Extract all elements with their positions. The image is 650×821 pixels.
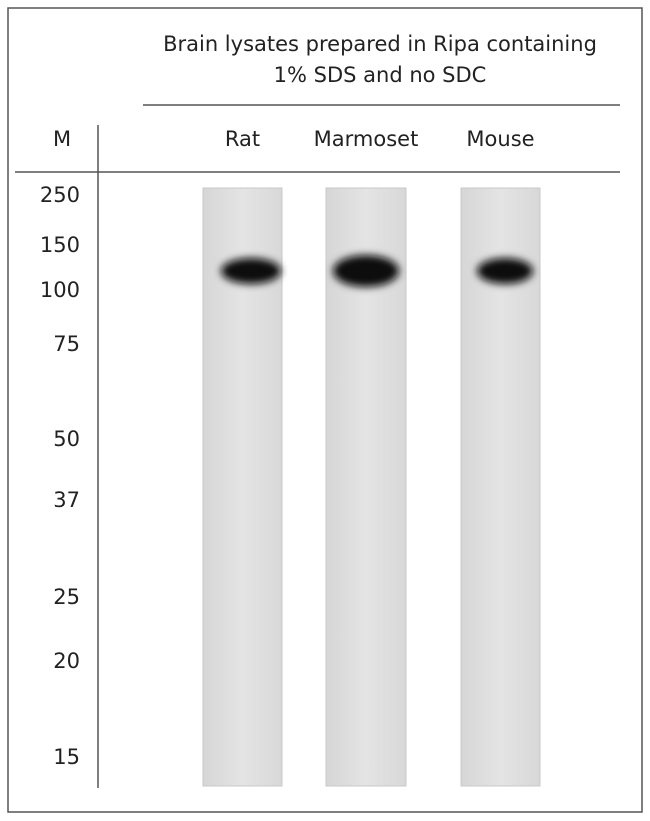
lane xyxy=(202,187,283,787)
lane-label: Marmoset xyxy=(314,127,419,151)
title-line: 1% SDS and no SDC xyxy=(274,63,487,87)
marker-size: 25 xyxy=(53,585,80,609)
marker-size: 250 xyxy=(40,183,80,207)
marker-size: 20 xyxy=(53,649,80,673)
marker-size: 37 xyxy=(53,488,80,512)
band xyxy=(221,258,281,284)
marker-size: 150 xyxy=(40,233,80,257)
lane-label: Rat xyxy=(225,127,260,151)
marker-size: 50 xyxy=(53,427,80,451)
lanes: Rat Marmoset Mouse xyxy=(202,127,541,787)
band xyxy=(333,255,399,287)
marker-size: 100 xyxy=(40,278,80,302)
markers: 250 150 100 75 50 37 25 20 15 xyxy=(40,183,80,769)
marker-size: 75 xyxy=(53,332,80,356)
band xyxy=(477,258,533,284)
marker-size: 15 xyxy=(53,745,80,769)
lane xyxy=(460,187,541,787)
lane-label: Mouse xyxy=(466,127,534,151)
title-line: Brain lysates prepared in Ripa containin… xyxy=(163,32,597,56)
lane xyxy=(325,187,407,787)
marker-label: M xyxy=(53,127,71,151)
